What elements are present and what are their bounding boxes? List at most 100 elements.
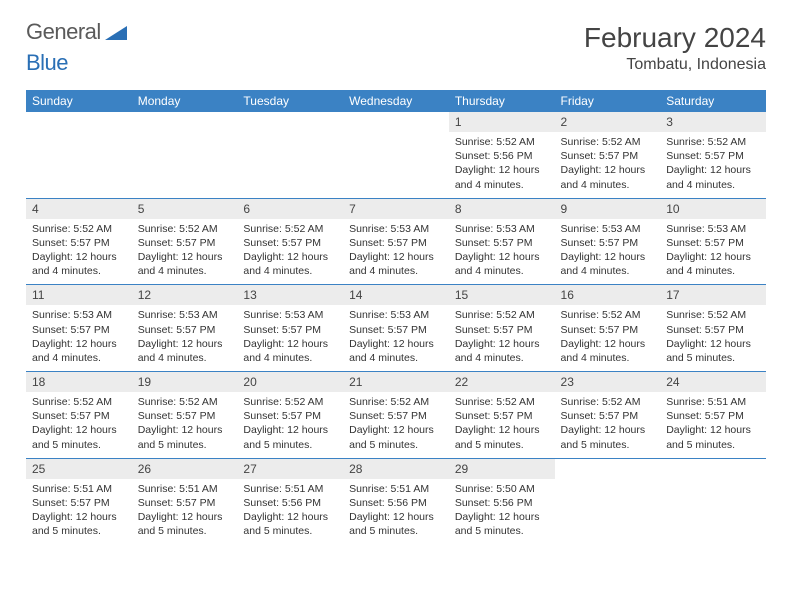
day-number: 22 [449, 372, 555, 392]
calendar-cell: 16Sunrise: 5:52 AMSunset: 5:57 PMDayligh… [555, 285, 661, 372]
calendar-body: 1Sunrise: 5:52 AMSunset: 5:56 PMDaylight… [26, 112, 766, 544]
calendar-cell [555, 458, 661, 544]
calendar-cell: 2Sunrise: 5:52 AMSunset: 5:57 PMDaylight… [555, 112, 661, 198]
calendar-cell [237, 112, 343, 198]
calendar-row: 1Sunrise: 5:52 AMSunset: 5:56 PMDaylight… [26, 112, 766, 198]
calendar-cell: 1Sunrise: 5:52 AMSunset: 5:56 PMDaylight… [449, 112, 555, 198]
day-number: 25 [26, 459, 132, 479]
month-title: February 2024 [584, 22, 766, 54]
calendar-cell [343, 112, 449, 198]
day-number: 2 [555, 112, 661, 132]
day-details: Sunrise: 5:53 AMSunset: 5:57 PMDaylight:… [343, 305, 449, 371]
calendar-row: 4Sunrise: 5:52 AMSunset: 5:57 PMDaylight… [26, 198, 766, 285]
day-details: Sunrise: 5:52 AMSunset: 5:57 PMDaylight:… [555, 132, 661, 198]
day-number: 10 [660, 199, 766, 219]
day-number: 14 [343, 285, 449, 305]
calendar-cell: 24Sunrise: 5:51 AMSunset: 5:57 PMDayligh… [660, 372, 766, 459]
day-number: 3 [660, 112, 766, 132]
calendar-cell: 4Sunrise: 5:52 AMSunset: 5:57 PMDaylight… [26, 198, 132, 285]
calendar-cell [26, 112, 132, 198]
calendar-cell: 18Sunrise: 5:52 AMSunset: 5:57 PMDayligh… [26, 372, 132, 459]
day-details: Sunrise: 5:51 AMSunset: 5:56 PMDaylight:… [343, 479, 449, 545]
day-number: 26 [132, 459, 238, 479]
calendar-cell: 7Sunrise: 5:53 AMSunset: 5:57 PMDaylight… [343, 198, 449, 285]
logo-word2: Blue [26, 50, 68, 75]
day-header: Saturday [660, 90, 766, 112]
day-number: 15 [449, 285, 555, 305]
location: Tombatu, Indonesia [584, 56, 766, 74]
day-number: 20 [237, 372, 343, 392]
day-number: 29 [449, 459, 555, 479]
day-number: 9 [555, 199, 661, 219]
day-number: 12 [132, 285, 238, 305]
calendar-cell: 15Sunrise: 5:52 AMSunset: 5:57 PMDayligh… [449, 285, 555, 372]
calendar-cell: 6Sunrise: 5:52 AMSunset: 5:57 PMDaylight… [237, 198, 343, 285]
day-number: 16 [555, 285, 661, 305]
day-details: Sunrise: 5:52 AMSunset: 5:57 PMDaylight:… [449, 305, 555, 371]
calendar-row: 25Sunrise: 5:51 AMSunset: 5:57 PMDayligh… [26, 458, 766, 544]
day-details: Sunrise: 5:51 AMSunset: 5:56 PMDaylight:… [237, 479, 343, 545]
day-details: Sunrise: 5:52 AMSunset: 5:57 PMDaylight:… [660, 305, 766, 371]
day-number: 11 [26, 285, 132, 305]
day-header: Thursday [449, 90, 555, 112]
day-header: Wednesday [343, 90, 449, 112]
day-number: 18 [26, 372, 132, 392]
calendar-cell: 8Sunrise: 5:53 AMSunset: 5:57 PMDaylight… [449, 198, 555, 285]
day-number: 23 [555, 372, 661, 392]
day-details: Sunrise: 5:52 AMSunset: 5:57 PMDaylight:… [343, 392, 449, 458]
day-details: Sunrise: 5:52 AMSunset: 5:57 PMDaylight:… [237, 392, 343, 458]
calendar-cell: 9Sunrise: 5:53 AMSunset: 5:57 PMDaylight… [555, 198, 661, 285]
calendar-cell: 5Sunrise: 5:52 AMSunset: 5:57 PMDaylight… [132, 198, 238, 285]
calendar-cell: 13Sunrise: 5:53 AMSunset: 5:57 PMDayligh… [237, 285, 343, 372]
day-number: 6 [237, 199, 343, 219]
day-number: 1 [449, 112, 555, 132]
day-details: Sunrise: 5:53 AMSunset: 5:57 PMDaylight:… [449, 219, 555, 285]
day-details: Sunrise: 5:52 AMSunset: 5:57 PMDaylight:… [660, 132, 766, 198]
day-details: Sunrise: 5:52 AMSunset: 5:57 PMDaylight:… [237, 219, 343, 285]
day-details: Sunrise: 5:51 AMSunset: 5:57 PMDaylight:… [660, 392, 766, 458]
day-number: 28 [343, 459, 449, 479]
calendar-row: 18Sunrise: 5:52 AMSunset: 5:57 PMDayligh… [26, 372, 766, 459]
calendar-cell: 22Sunrise: 5:52 AMSunset: 5:57 PMDayligh… [449, 372, 555, 459]
day-details: Sunrise: 5:53 AMSunset: 5:57 PMDaylight:… [343, 219, 449, 285]
day-details: Sunrise: 5:51 AMSunset: 5:57 PMDaylight:… [132, 479, 238, 545]
day-number: 8 [449, 199, 555, 219]
day-number: 27 [237, 459, 343, 479]
logo: General [26, 22, 146, 47]
calendar-cell: 3Sunrise: 5:52 AMSunset: 5:57 PMDaylight… [660, 112, 766, 198]
calendar-cell: 26Sunrise: 5:51 AMSunset: 5:57 PMDayligh… [132, 458, 238, 544]
day-details: Sunrise: 5:53 AMSunset: 5:57 PMDaylight:… [237, 305, 343, 371]
day-details: Sunrise: 5:52 AMSunset: 5:57 PMDaylight:… [26, 392, 132, 458]
day-details: Sunrise: 5:52 AMSunset: 5:57 PMDaylight:… [555, 305, 661, 371]
calendar-cell: 20Sunrise: 5:52 AMSunset: 5:57 PMDayligh… [237, 372, 343, 459]
day-header: Tuesday [237, 90, 343, 112]
day-details: Sunrise: 5:52 AMSunset: 5:57 PMDaylight:… [132, 219, 238, 285]
calendar-cell: 19Sunrise: 5:52 AMSunset: 5:57 PMDayligh… [132, 372, 238, 459]
logo-word1: General [26, 22, 101, 43]
day-details: Sunrise: 5:53 AMSunset: 5:57 PMDaylight:… [660, 219, 766, 285]
calendar-cell: 12Sunrise: 5:53 AMSunset: 5:57 PMDayligh… [132, 285, 238, 372]
calendar-cell: 27Sunrise: 5:51 AMSunset: 5:56 PMDayligh… [237, 458, 343, 544]
day-number: 21 [343, 372, 449, 392]
calendar-cell: 28Sunrise: 5:51 AMSunset: 5:56 PMDayligh… [343, 458, 449, 544]
day-number: 4 [26, 199, 132, 219]
calendar-cell: 25Sunrise: 5:51 AMSunset: 5:57 PMDayligh… [26, 458, 132, 544]
calendar-table: SundayMondayTuesdayWednesdayThursdayFrid… [26, 90, 766, 544]
day-header: Sunday [26, 90, 132, 112]
calendar-cell: 17Sunrise: 5:52 AMSunset: 5:57 PMDayligh… [660, 285, 766, 372]
calendar-cell [132, 112, 238, 198]
logo-triangle-icon [105, 24, 127, 40]
day-details: Sunrise: 5:52 AMSunset: 5:57 PMDaylight:… [132, 392, 238, 458]
calendar-cell: 29Sunrise: 5:50 AMSunset: 5:56 PMDayligh… [449, 458, 555, 544]
day-number: 17 [660, 285, 766, 305]
day-details: Sunrise: 5:53 AMSunset: 5:57 PMDaylight:… [132, 305, 238, 371]
day-details: Sunrise: 5:52 AMSunset: 5:57 PMDaylight:… [449, 392, 555, 458]
day-details: Sunrise: 5:50 AMSunset: 5:56 PMDaylight:… [449, 479, 555, 545]
day-details: Sunrise: 5:52 AMSunset: 5:56 PMDaylight:… [449, 132, 555, 198]
day-number: 24 [660, 372, 766, 392]
calendar-cell: 23Sunrise: 5:52 AMSunset: 5:57 PMDayligh… [555, 372, 661, 459]
title-block: February 2024 Tombatu, Indonesia [584, 22, 766, 74]
day-header: Monday [132, 90, 238, 112]
day-number: 13 [237, 285, 343, 305]
calendar-row: 11Sunrise: 5:53 AMSunset: 5:57 PMDayligh… [26, 285, 766, 372]
